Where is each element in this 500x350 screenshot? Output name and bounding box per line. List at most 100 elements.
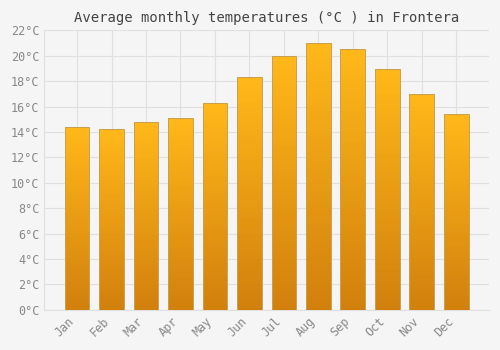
Bar <box>340 68 365 70</box>
Bar <box>306 193 331 195</box>
Bar <box>444 118 468 120</box>
Bar <box>64 231 90 233</box>
Bar <box>202 169 228 171</box>
Bar <box>410 141 434 144</box>
Bar <box>410 98 434 100</box>
Bar <box>64 184 90 186</box>
Bar <box>64 131 90 132</box>
Bar <box>99 144 124 146</box>
Bar <box>99 275 124 277</box>
Bar <box>134 127 158 130</box>
Bar <box>272 173 296 175</box>
Bar <box>375 290 400 293</box>
Bar <box>340 245 365 247</box>
Bar <box>410 113 434 116</box>
Bar <box>202 235 228 237</box>
Bar <box>99 239 124 241</box>
Bar <box>306 91 331 94</box>
Bar <box>168 260 193 262</box>
Bar <box>134 165 158 167</box>
Bar <box>444 126 468 128</box>
Bar <box>340 258 365 260</box>
Bar <box>444 198 468 200</box>
Bar <box>237 145 262 147</box>
Bar <box>272 102 296 104</box>
Bar <box>168 206 193 208</box>
Bar <box>202 212 228 215</box>
Bar <box>340 89 365 91</box>
Bar <box>202 299 228 301</box>
Bar <box>306 168 331 171</box>
Bar <box>237 275 262 277</box>
Bar <box>99 205 124 207</box>
Bar <box>134 197 158 199</box>
Bar <box>168 270 193 271</box>
Bar <box>444 202 468 204</box>
Bar <box>134 270 158 272</box>
Bar <box>134 284 158 285</box>
Bar <box>99 203 124 205</box>
Bar <box>306 158 331 160</box>
Bar <box>444 243 468 245</box>
Bar <box>410 139 434 141</box>
Bar <box>410 254 434 256</box>
Bar <box>99 252 124 254</box>
Bar <box>168 176 193 177</box>
Bar <box>202 285 228 287</box>
Bar <box>410 236 434 238</box>
Bar <box>444 169 468 171</box>
Bar <box>272 56 296 58</box>
Bar <box>202 291 228 293</box>
Bar <box>237 217 262 219</box>
Bar <box>64 153 90 154</box>
Bar <box>410 303 434 306</box>
Bar <box>168 181 193 183</box>
Bar <box>444 194 468 196</box>
Bar <box>237 210 262 212</box>
Bar <box>410 184 434 187</box>
Bar <box>99 189 124 191</box>
Bar <box>168 304 193 306</box>
Bar <box>444 136 468 138</box>
Bar <box>340 304 365 307</box>
Bar <box>410 133 434 135</box>
Bar <box>134 158 158 159</box>
Bar <box>410 280 434 282</box>
Bar <box>272 124 296 127</box>
Bar <box>168 120 193 122</box>
Bar <box>444 204 468 206</box>
Bar <box>168 204 193 206</box>
Bar <box>340 52 365 55</box>
Bar <box>237 203 262 205</box>
Bar <box>444 177 468 179</box>
Bar <box>340 78 365 81</box>
Bar <box>272 292 296 294</box>
Bar <box>272 97 296 99</box>
Bar <box>306 257 331 259</box>
Bar <box>410 131 434 133</box>
Bar <box>340 164 365 167</box>
Bar <box>202 297 228 299</box>
Bar <box>64 275 90 277</box>
Bar <box>99 214 124 216</box>
Bar <box>340 104 365 107</box>
Bar <box>410 306 434 308</box>
Bar <box>306 64 331 67</box>
Bar <box>168 225 193 227</box>
Bar <box>340 281 365 284</box>
Bar <box>272 122 296 124</box>
Bar <box>64 295 90 297</box>
Bar <box>99 256 124 258</box>
Bar <box>134 231 158 233</box>
Bar <box>202 246 228 248</box>
Bar <box>410 195 434 197</box>
Bar <box>202 173 228 175</box>
Bar <box>410 191 434 193</box>
Bar <box>444 231 468 233</box>
Bar <box>99 219 124 222</box>
Bar <box>306 43 331 46</box>
Bar <box>168 145 193 147</box>
Bar <box>306 190 331 193</box>
Bar <box>340 114 365 117</box>
Bar <box>410 217 434 219</box>
